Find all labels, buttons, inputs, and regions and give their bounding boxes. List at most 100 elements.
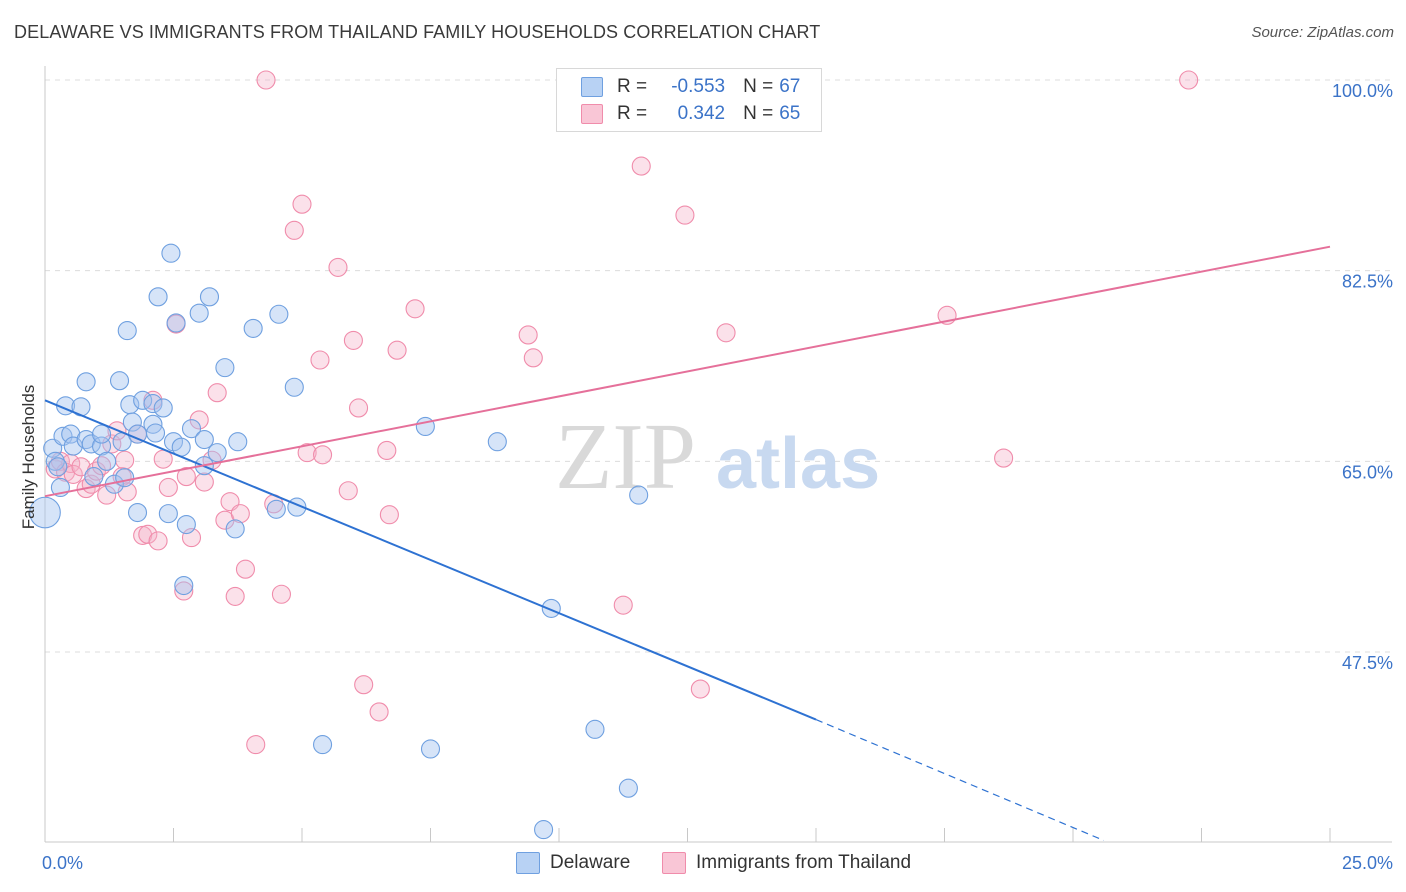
delaware-point <box>420 739 441 759</box>
source-label: Source: ZipAtlas.com <box>1251 24 1394 41</box>
thailand-point <box>523 348 543 368</box>
watermark-zip: ZIP <box>555 405 696 509</box>
delaware-point <box>228 432 248 452</box>
delaware-point <box>313 735 333 755</box>
y-tick-label: 82.5% <box>1342 272 1393 292</box>
watermark-atlas: atlas <box>716 424 880 504</box>
legend-swatch-thailand <box>581 104 603 124</box>
delaware-point <box>45 451 65 471</box>
delaware-point <box>189 303 209 323</box>
delaware-point <box>194 429 214 450</box>
thailand-point <box>379 505 399 525</box>
legend-row-thailand: R = 0.342 N = 65 <box>581 102 800 126</box>
thailand-point <box>377 440 397 460</box>
legend-swatch-delaware <box>581 77 603 97</box>
delaware-point <box>161 243 181 263</box>
delaware-trend-extension <box>815 718 1105 842</box>
delaware-point <box>629 485 649 505</box>
delaware-point <box>127 502 148 523</box>
delaware-point <box>541 598 561 618</box>
delaware-point <box>284 377 304 397</box>
thailand-point <box>256 70 276 90</box>
y-tick-label: 65.0% <box>1342 462 1393 482</box>
delaware-point <box>207 443 227 463</box>
thailand-point <box>71 457 91 477</box>
delaware-point <box>115 468 135 488</box>
thailand-point <box>994 448 1014 468</box>
thailand-trend-line <box>44 245 1331 498</box>
delaware-trend-line <box>44 399 817 721</box>
thailand-point <box>271 584 291 604</box>
thailand-point <box>405 299 425 319</box>
delaware-point <box>145 423 166 443</box>
legend-r-value: 0.342 <box>677 103 726 124</box>
delaware-point <box>109 371 130 391</box>
series-delaware-points <box>29 243 649 840</box>
chart-title: DELAWARE VS IMMIGRANTS FROM THAILAND FAM… <box>14 22 821 42</box>
thailand-point <box>369 702 389 722</box>
legend-n-key: N = <box>743 103 774 124</box>
delaware-point <box>174 575 194 596</box>
thailand-point <box>138 524 158 544</box>
thailand-point <box>313 445 333 465</box>
legend-r-key: R = <box>617 103 648 124</box>
watermark: ZIP atlas <box>555 405 880 509</box>
thailand-point <box>292 194 312 214</box>
delaware-point <box>585 719 605 739</box>
series-thailand-points <box>45 70 1199 755</box>
delaware-point <box>181 419 202 439</box>
delaware-point <box>148 287 168 307</box>
delaware-point <box>91 424 112 444</box>
axes <box>44 66 1392 843</box>
thailand-point <box>230 504 250 524</box>
legend-n-value: 67 <box>779 76 801 97</box>
delaware-point <box>143 394 163 414</box>
legend-r-key: R = <box>617 76 648 97</box>
thailand-point <box>207 383 227 403</box>
legend-n-key: N = <box>743 76 774 97</box>
delaware-point <box>133 390 153 410</box>
thailand-point <box>235 559 256 579</box>
delaware-point <box>122 412 142 432</box>
thailand-point <box>348 398 369 418</box>
thailand-point <box>631 156 651 176</box>
bottom-legend-label-thailand: Immigrants from Thailand <box>696 852 912 873</box>
thailand-point <box>354 675 374 695</box>
delaware-point <box>48 457 68 477</box>
bottom-legend-swatch-delaware <box>516 852 540 874</box>
bottom-legend-delaware: Delaware <box>516 852 630 874</box>
thailand-point <box>297 443 317 463</box>
y-tick-label: 100.0% <box>1332 81 1393 101</box>
thailand-point <box>518 325 538 345</box>
delaware-point <box>215 358 235 378</box>
thailand-point <box>148 531 168 551</box>
delaware-point <box>153 398 173 418</box>
thailand-point <box>158 477 178 498</box>
thailand-point <box>225 586 245 606</box>
delaware-point <box>29 496 61 529</box>
delaware-point <box>84 467 104 487</box>
thailand-point <box>328 257 348 277</box>
y-axis-label: Family Households <box>19 385 38 530</box>
legend-r-value: -0.553 <box>671 76 726 97</box>
delaware-point <box>618 778 638 798</box>
delaware-point <box>243 318 263 338</box>
delaware-point <box>534 820 554 840</box>
delaware-point <box>117 321 137 341</box>
delaware-point <box>176 514 196 535</box>
tick-labels: 100.0% 82.5% 65.0% 47.5% 0.0% 25.0% <box>42 81 1393 873</box>
thailand-point <box>338 481 358 501</box>
thailand-point <box>387 340 407 360</box>
x-tick-label: 0.0% <box>42 853 83 873</box>
thailand-point <box>310 350 330 370</box>
thailand-point <box>716 323 736 343</box>
delaware-point <box>487 432 507 452</box>
thailand-point <box>343 330 363 350</box>
delaware-point <box>266 499 286 519</box>
thailand-point <box>675 205 695 225</box>
thailand-point <box>1179 70 1199 90</box>
y-tick-label: 47.5% <box>1342 653 1393 673</box>
trend-lines <box>44 245 1331 842</box>
legend-row-delaware: R = -0.553 N = 67 <box>581 75 800 99</box>
